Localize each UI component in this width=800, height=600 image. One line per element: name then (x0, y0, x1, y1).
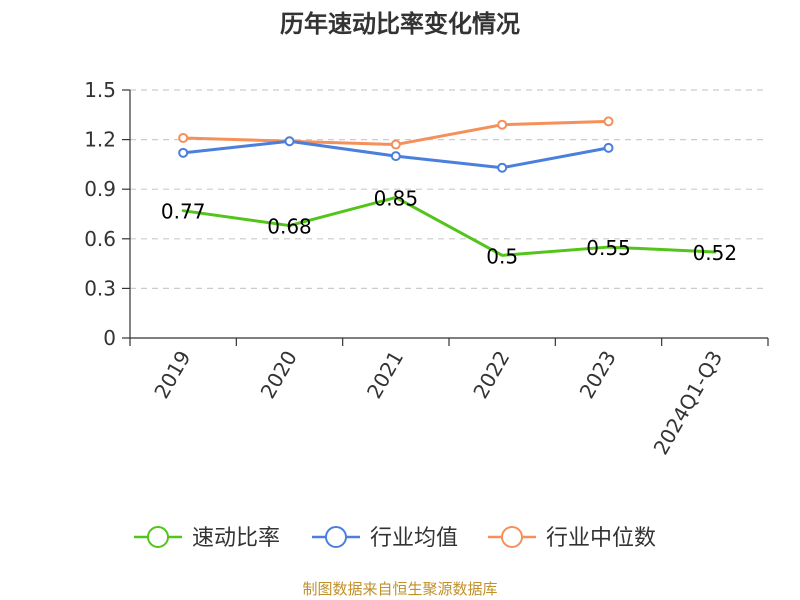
legend-marker (147, 526, 169, 548)
legend-item-label: 速动比率 (192, 526, 280, 551)
x-tick-label: 2023 (575, 347, 621, 403)
y-tick-label: 0.9 (84, 177, 116, 201)
chart-title: 历年速动比率变化情况 (280, 10, 520, 38)
series-line (181, 195, 717, 257)
data-label: 0.85 (374, 186, 419, 210)
data-label: 0.52 (693, 241, 738, 265)
data-label: 0.68 (267, 215, 312, 239)
x-tick-label: 2024Q1-Q3 (648, 347, 727, 459)
data-label: 0.5 (486, 244, 518, 268)
data-point (390, 151, 401, 162)
y-tick-label: 1.5 (84, 78, 116, 102)
y-tick-label: 0 (103, 326, 116, 350)
legend-marker (501, 526, 523, 548)
legend: 速动比率 行业均值 行业中位数 (134, 526, 656, 551)
data-point (497, 119, 508, 130)
x-tick-label: 2020 (256, 347, 302, 403)
data-point (497, 162, 508, 173)
data-label: 0.77 (161, 200, 206, 224)
x-tick-label: 2022 (468, 346, 514, 402)
data-point (178, 132, 189, 143)
data-point (284, 136, 295, 147)
source-note: 制图数据来自恒生聚源数据库 (302, 580, 497, 598)
series-lines (178, 116, 717, 257)
data-label: 0.55 (586, 236, 631, 260)
data-point (178, 147, 189, 158)
y-tick-label: 0.3 (84, 276, 116, 300)
y-tick-label: 0.6 (84, 227, 116, 251)
data-point (603, 142, 614, 153)
data-point (603, 116, 614, 127)
data-labels: 0.77 0.68 0.85 0.5 0.55 0.52 (161, 186, 737, 268)
y-tick-label: 1.2 (84, 128, 116, 152)
legend-item-label: 行业中位数 (546, 526, 656, 551)
grid-lines (130, 89, 768, 289)
x-tick-label: 2021 (362, 347, 408, 403)
data-point (390, 139, 401, 150)
x-tick-label: 2019 (149, 347, 195, 403)
legend-item-label: 行业均值 (370, 526, 458, 551)
legend-marker (325, 526, 347, 548)
